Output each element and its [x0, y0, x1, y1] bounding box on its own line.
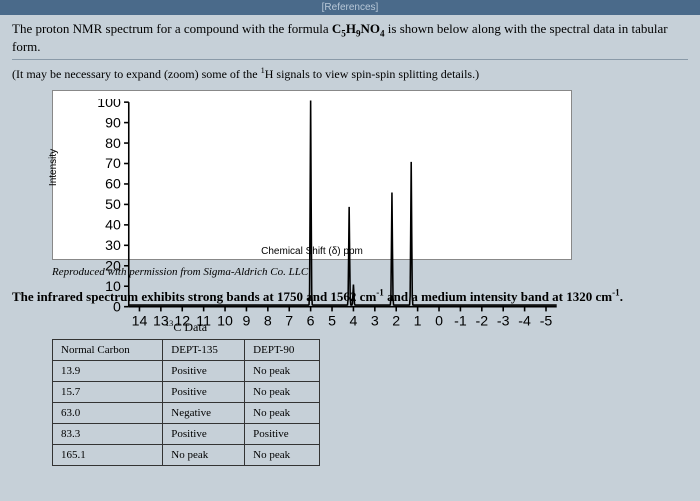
svg-text:4: 4: [349, 313, 357, 329]
col-header: DEPT-135: [163, 339, 245, 360]
svg-text:100: 100: [97, 99, 121, 111]
table-row: 63.0 Negative No peak: [53, 402, 320, 423]
svg-text:20: 20: [105, 258, 121, 274]
divider: [12, 59, 688, 60]
svg-text:9: 9: [243, 313, 251, 329]
nmr-spectrum-chart: Intensity 010203040506070809010014131211…: [52, 90, 572, 260]
svg-text:-4: -4: [518, 313, 531, 329]
chart-plot-area: 0102030405060708090100141312111098765432…: [91, 99, 563, 335]
table-header-row: Normal Carbon DEPT-135 DEPT-90: [53, 339, 320, 360]
chart-ylabel: Intensity: [48, 148, 59, 185]
table-row: 165.1 No peak No peak: [53, 444, 320, 465]
c13-data-table: Normal Carbon DEPT-135 DEPT-90 13.9 Posi…: [52, 339, 320, 466]
svg-text:5: 5: [328, 313, 336, 329]
svg-text:-2: -2: [476, 313, 489, 329]
col-header: Normal Carbon: [53, 339, 163, 360]
svg-text:50: 50: [105, 197, 121, 213]
svg-text:-1: -1: [454, 313, 467, 329]
svg-text:8: 8: [264, 313, 272, 329]
svg-text:12: 12: [174, 313, 190, 329]
references-bar: [References]: [0, 0, 700, 15]
svg-text:7: 7: [285, 313, 293, 329]
formula: C5H9NO4: [332, 21, 385, 36]
svg-text:0: 0: [113, 299, 121, 315]
svg-text:40: 40: [105, 217, 121, 233]
references-label: [References]: [322, 2, 379, 13]
svg-text:90: 90: [105, 115, 121, 131]
svg-text:6: 6: [307, 313, 315, 329]
svg-text:30: 30: [105, 238, 121, 254]
svg-text:-3: -3: [497, 313, 510, 329]
prompt-line-1: The proton NMR spectrum for a compound w…: [12, 21, 688, 55]
svg-text:0: 0: [435, 313, 443, 329]
table-row: 13.9 Positive No peak: [53, 360, 320, 381]
svg-text:-5: -5: [540, 313, 553, 329]
chart-xlabel: Chemical Shift (δ) ppm: [261, 246, 363, 257]
svg-text:3: 3: [371, 313, 379, 329]
svg-text:11: 11: [196, 313, 211, 329]
col-header: DEPT-90: [245, 339, 320, 360]
table-row: 83.3 Positive Positive: [53, 423, 320, 444]
svg-text:1: 1: [414, 313, 422, 329]
svg-text:80: 80: [105, 135, 121, 151]
svg-text:13: 13: [153, 313, 169, 329]
svg-text:10: 10: [105, 279, 121, 295]
svg-text:10: 10: [217, 313, 233, 329]
hint-text: (It may be necessary to expand (zoom) so…: [12, 66, 688, 82]
svg-text:14: 14: [132, 313, 148, 329]
content: The proton NMR spectrum for a compound w…: [0, 15, 700, 472]
svg-text:60: 60: [105, 176, 121, 192]
table-row: 15.7 Positive No peak: [53, 381, 320, 402]
svg-text:70: 70: [105, 156, 121, 172]
c13-table-wrap: 13C Data Normal Carbon DEPT-135 DEPT-90 …: [52, 315, 688, 466]
svg-text:2: 2: [392, 313, 400, 329]
